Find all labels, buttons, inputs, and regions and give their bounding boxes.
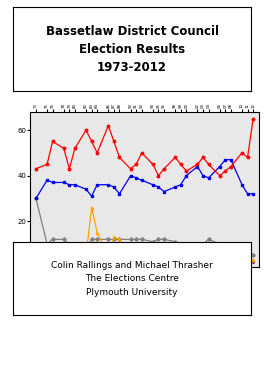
Text: Colin Rallings and Michael Thrasher
The Elections Centre
Plymouth University: Colin Rallings and Michael Thrasher The … <box>51 261 213 297</box>
Text: Bassetlaw District Council
Election Results
1973-2012: Bassetlaw District Council Election Resu… <box>45 25 219 74</box>
